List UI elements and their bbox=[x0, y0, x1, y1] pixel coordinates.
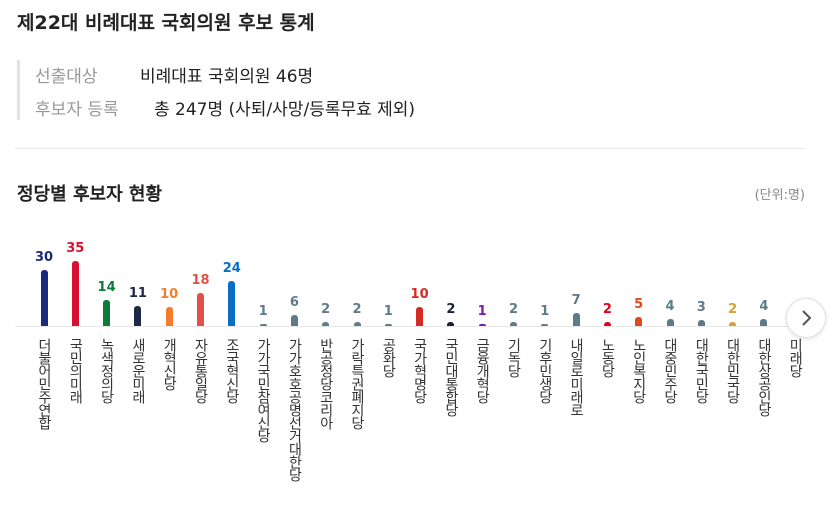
category-label: 가가국민참여신당 bbox=[255, 338, 272, 442]
category-label: 대한국민당 bbox=[693, 338, 710, 403]
value-label: 4 bbox=[759, 298, 769, 314]
category-label: 국가혁명당 bbox=[411, 338, 428, 403]
category-label: 조국혁신당 bbox=[223, 338, 240, 403]
bar bbox=[40, 270, 48, 326]
value-label: 2 bbox=[602, 302, 612, 318]
bar bbox=[165, 307, 173, 326]
bar bbox=[71, 261, 79, 326]
page-title: 제22대 비례대표 국회의원 후보 통계 bbox=[17, 12, 315, 34]
bar bbox=[603, 322, 611, 326]
category-label: 새로운미래 bbox=[129, 338, 146, 403]
bar bbox=[103, 300, 111, 326]
category-label: 대한상공인당 bbox=[755, 338, 772, 416]
category-label: 노동당 bbox=[599, 338, 616, 377]
bar bbox=[228, 281, 236, 326]
unit-label: (단위:명) bbox=[754, 188, 805, 203]
baseline bbox=[15, 326, 790, 327]
value-label: 18 bbox=[191, 272, 210, 288]
category-label: 공화당 bbox=[380, 338, 397, 377]
info-key: 선출대상 bbox=[35, 67, 98, 87]
category-label: 대한민국당 bbox=[724, 338, 741, 403]
bar bbox=[259, 324, 267, 326]
category-label: 가가호호공명선거대한당 bbox=[286, 338, 303, 481]
bar bbox=[697, 320, 705, 326]
category-label: 내일로미래로 bbox=[568, 338, 585, 416]
value-label: 4 bbox=[665, 298, 675, 314]
chart-title: 정당별 후보자 현황 bbox=[17, 184, 163, 205]
bar bbox=[572, 313, 580, 326]
value-label: 1 bbox=[383, 304, 393, 320]
value-label: 3 bbox=[696, 300, 706, 316]
info-value: 비례대표 국회의원 46명 bbox=[140, 67, 314, 87]
bar bbox=[134, 305, 142, 326]
category-label: 노인복지당 bbox=[630, 338, 647, 403]
value-label: 30 bbox=[34, 250, 54, 266]
category-label: 자유통일당 bbox=[192, 338, 209, 403]
value-label: 1 bbox=[258, 304, 268, 320]
bar bbox=[416, 307, 424, 326]
value-label: 10 bbox=[410, 287, 429, 303]
value-label: 11 bbox=[128, 285, 147, 301]
category-label: 녹색정의당 bbox=[98, 338, 115, 403]
next-button[interactable] bbox=[786, 298, 826, 338]
category-label: 기독당 bbox=[505, 338, 522, 377]
value-label: 1 bbox=[540, 304, 550, 320]
category-label: 기후민생당 bbox=[536, 338, 553, 403]
value-label: 35 bbox=[66, 241, 85, 256]
bar bbox=[353, 322, 361, 326]
info-key: 후보자 등록 bbox=[35, 100, 119, 120]
value-label: 2 bbox=[728, 302, 738, 318]
category-label: 개혁신당 bbox=[161, 338, 178, 390]
category-label: 더불어민주연합 bbox=[36, 338, 52, 429]
value-label: 2 bbox=[352, 302, 362, 318]
value-label: 2 bbox=[446, 302, 456, 318]
category-label: 국민의미래 bbox=[67, 338, 84, 403]
value-label: 1 bbox=[477, 304, 487, 320]
value-label: 24 bbox=[222, 261, 241, 277]
value-label: 2 bbox=[321, 302, 331, 318]
chevron-icon bbox=[802, 310, 812, 326]
category-label: 국민대통합당 bbox=[442, 338, 459, 416]
category-label: 금융개혁당 bbox=[474, 338, 491, 403]
bar bbox=[541, 324, 549, 326]
bar bbox=[478, 324, 486, 326]
bar bbox=[197, 292, 204, 326]
value-label: 5 bbox=[634, 296, 644, 312]
bar bbox=[729, 322, 737, 326]
bar bbox=[384, 324, 392, 326]
bar bbox=[322, 322, 330, 326]
value-label: 7 bbox=[571, 293, 581, 308]
bar bbox=[666, 318, 674, 326]
bar bbox=[290, 314, 298, 326]
value-label: 6 bbox=[289, 294, 299, 310]
divider bbox=[15, 148, 805, 149]
category-label: 대중민주당 bbox=[662, 338, 678, 403]
category-label: 반공정당코리아 bbox=[317, 338, 334, 429]
quote-bar bbox=[17, 60, 20, 120]
bar bbox=[760, 318, 768, 326]
value-label: 10 bbox=[160, 287, 179, 303]
info-value: 총 247명 (사퇴/사망/등록무효 제외) bbox=[154, 100, 416, 120]
category-label: 미래당 bbox=[787, 338, 804, 377]
category-label: 가락특권폐지당 bbox=[349, 338, 365, 429]
value-label: 2 bbox=[508, 302, 519, 318]
bar bbox=[635, 316, 643, 326]
bar bbox=[447, 322, 455, 326]
value-label: 14 bbox=[97, 280, 116, 295]
bar bbox=[510, 322, 517, 326]
